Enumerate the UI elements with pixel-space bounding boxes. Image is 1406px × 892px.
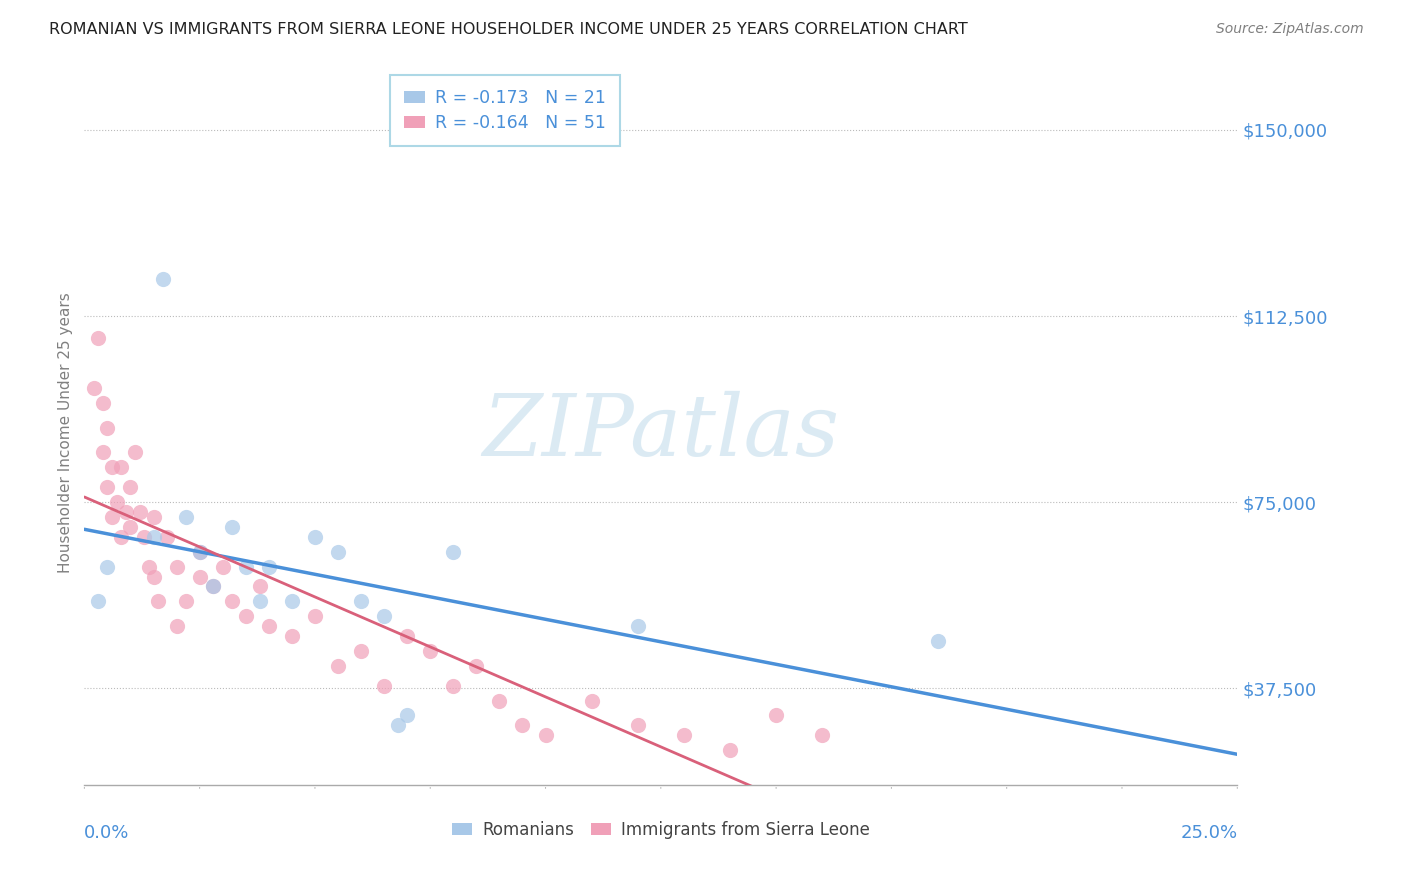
Point xyxy=(152,272,174,286)
Point xyxy=(534,728,557,742)
Point xyxy=(350,594,373,608)
Point xyxy=(120,520,142,534)
Text: ROMANIAN VS IMMIGRANTS FROM SIERRA LEONE HOUSEHOLDER INCOME UNDER 25 YEARS CORRE: ROMANIAN VS IMMIGRANTS FROM SIERRA LEONE… xyxy=(49,22,967,37)
Point xyxy=(87,331,110,345)
Point xyxy=(202,579,225,593)
Point xyxy=(718,743,741,757)
Point xyxy=(101,510,124,524)
Legend: Romanians, Immigrants from Sierra Leone: Romanians, Immigrants from Sierra Leone xyxy=(444,813,877,847)
Point xyxy=(249,594,271,608)
Point xyxy=(672,728,695,742)
Point xyxy=(105,495,128,509)
Point xyxy=(304,609,326,624)
Point xyxy=(146,594,169,608)
Point xyxy=(142,510,165,524)
Point xyxy=(110,530,132,544)
Point xyxy=(124,445,146,459)
Point xyxy=(83,381,105,395)
Point xyxy=(396,708,419,723)
Point xyxy=(221,520,243,534)
Point xyxy=(627,718,650,732)
Point xyxy=(249,579,271,593)
Point xyxy=(387,718,409,732)
Point xyxy=(326,658,349,673)
Point xyxy=(441,679,464,693)
Point xyxy=(138,559,160,574)
Point xyxy=(927,634,949,648)
Point xyxy=(627,619,650,633)
Text: 25.0%: 25.0% xyxy=(1180,823,1237,842)
Text: Source: ZipAtlas.com: Source: ZipAtlas.com xyxy=(1216,22,1364,37)
Point xyxy=(373,679,395,693)
Point xyxy=(101,460,124,475)
Point xyxy=(221,594,243,608)
Point xyxy=(396,629,419,643)
Point xyxy=(91,396,114,410)
Point xyxy=(96,559,118,574)
Point xyxy=(174,594,197,608)
Point xyxy=(174,510,197,524)
Point xyxy=(326,545,349,559)
Point xyxy=(134,530,156,544)
Point xyxy=(257,619,280,633)
Point xyxy=(811,728,834,742)
Point xyxy=(120,480,142,494)
Point xyxy=(281,594,304,608)
Text: 0.0%: 0.0% xyxy=(84,823,129,842)
Point xyxy=(202,579,225,593)
Text: ZIPatlas: ZIPatlas xyxy=(482,392,839,474)
Point xyxy=(188,545,211,559)
Point xyxy=(488,693,510,707)
Point xyxy=(188,569,211,583)
Point xyxy=(188,545,211,559)
Y-axis label: Householder Income Under 25 years: Householder Income Under 25 years xyxy=(58,293,73,573)
Point xyxy=(91,445,114,459)
Point xyxy=(87,594,110,608)
Point xyxy=(235,559,257,574)
Point xyxy=(142,569,165,583)
Point xyxy=(96,480,118,494)
Point xyxy=(128,505,150,519)
Point xyxy=(166,619,188,633)
Point xyxy=(96,420,118,434)
Point xyxy=(373,609,395,624)
Point xyxy=(211,559,233,574)
Point xyxy=(765,708,787,723)
Point xyxy=(581,693,603,707)
Point xyxy=(441,545,464,559)
Point xyxy=(350,644,373,658)
Point xyxy=(257,559,280,574)
Point xyxy=(115,505,138,519)
Point xyxy=(110,460,132,475)
Point xyxy=(419,644,441,658)
Point xyxy=(156,530,179,544)
Point xyxy=(281,629,304,643)
Point xyxy=(142,530,165,544)
Point xyxy=(465,658,488,673)
Point xyxy=(512,718,534,732)
Point xyxy=(235,609,257,624)
Point xyxy=(304,530,326,544)
Point xyxy=(166,559,188,574)
